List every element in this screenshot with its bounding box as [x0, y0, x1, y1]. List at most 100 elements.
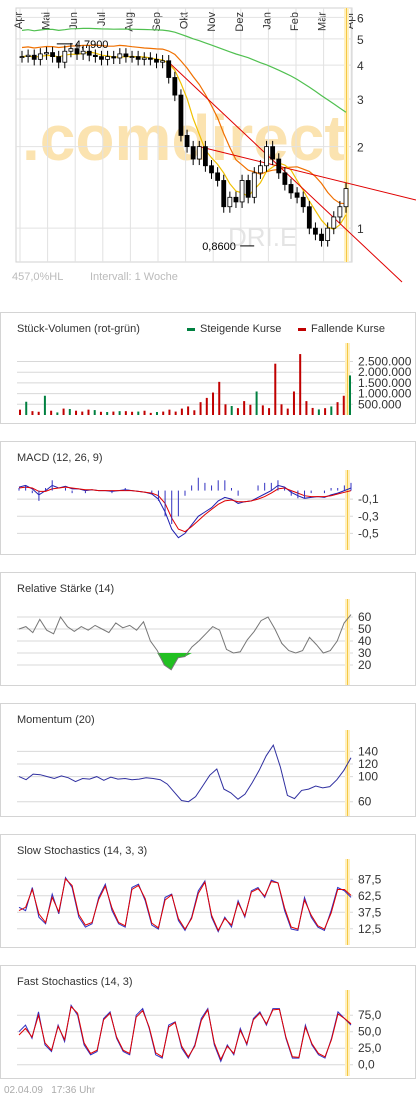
- volume-bar: [131, 411, 134, 415]
- candle: [300, 196, 306, 208]
- candle: [111, 56, 117, 59]
- fast-stoch-chart: 0,0 25,0 50,0 75,0: [17, 990, 382, 1076]
- volume-bar: [324, 408, 327, 415]
- fast-stoch-tick-label: 50,0: [358, 1025, 382, 1039]
- volume-tick-label: 2.000.000: [358, 365, 412, 379]
- volume-bar: [280, 404, 283, 415]
- month-label: Mai: [41, 12, 53, 30]
- volume-bar: [112, 411, 115, 415]
- volume-bar: [180, 408, 183, 415]
- volume-bar: [124, 411, 127, 415]
- rsi-oversold-fill: [19, 653, 351, 670]
- fast-stoch-line-1: [18, 1005, 352, 1061]
- volume-bar: [137, 411, 140, 415]
- price-panel: .comdirect DRI.E Apr Mai Jun Jul Aug Sep Okt Nov D…: [0, 0, 416, 292]
- volume-bar: [255, 391, 258, 415]
- volume-bar: [268, 408, 271, 415]
- slow-stoch-panel: 12,5 37,5 62,5 87,5 Slow Stochastics (14, 3…: [0, 834, 416, 948]
- candle: [129, 56, 135, 58]
- rsi-tick-label: 40: [358, 634, 372, 648]
- trend-line-resistance: [199, 146, 416, 201]
- macd-line-0: [18, 484, 352, 539]
- candle: [31, 54, 37, 60]
- fast-stoch-line-0: [18, 1003, 352, 1063]
- candle: [264, 146, 269, 167]
- rsi-tick-label: 50: [358, 622, 372, 636]
- price-tick-label: 5: [357, 33, 364, 47]
- volume-bar: [106, 412, 109, 415]
- slow-stoch-tick-label: 62,5: [358, 889, 382, 903]
- candle: [62, 50, 68, 63]
- month-label: Apr: [13, 12, 25, 29]
- slow-stoch-chart: 12,5 37,5 62,5 87,5: [17, 859, 382, 945]
- volume-bar: [236, 408, 239, 415]
- candle: [196, 146, 202, 160]
- month-label: Feb: [289, 12, 301, 31]
- slow-stoch-tick-label: 87,5: [358, 872, 382, 886]
- candle: [319, 233, 324, 241]
- footer-date: 02.04.09: [4, 1085, 43, 1096]
- candle: [19, 56, 25, 58]
- macd-title: MACD (12, 26, 9): [17, 452, 103, 464]
- candle: [215, 172, 221, 181]
- candle: [160, 60, 166, 63]
- volume-bar: [305, 401, 308, 415]
- macd-panel: -0,1 -0,3 -0,5 MACD (12, 26, 9): [0, 441, 416, 555]
- month-label: Jul: [96, 12, 108, 26]
- price-tick-label: 2: [357, 141, 364, 155]
- momentum-tick-label: 60: [358, 795, 372, 809]
- month-label: Mär: [317, 12, 329, 31]
- candle: [313, 227, 318, 235]
- slow-stoch-title: Slow Stochastics (14, 3, 3): [17, 845, 148, 857]
- fast-stoch-tick-label: 0,0: [358, 1058, 375, 1072]
- rsi-panel: 20 30 40 50 60 Relative Stärke (14): [0, 572, 416, 686]
- volume-bar: [230, 406, 233, 415]
- price-tick-label: 6: [357, 11, 364, 25]
- candle: [135, 56, 141, 60]
- legend-down-label: Fallende Kurse: [311, 323, 385, 335]
- candle: [37, 53, 43, 60]
- volume-tick-label: 1.000.000: [358, 387, 412, 401]
- volume-bar: [43, 395, 46, 415]
- candle: [270, 146, 276, 160]
- volume-bar: [99, 411, 102, 415]
- volume-bar: [174, 411, 177, 415]
- candle: [147, 57, 153, 60]
- momentum-tick-label: 100: [358, 770, 378, 784]
- legend-up: Steigende Kurse: [187, 323, 281, 335]
- candle: [44, 52, 49, 55]
- volume-bar: [37, 411, 40, 415]
- ma-short-line: [21, 51, 347, 230]
- candle: [154, 58, 159, 63]
- volume-panel: 500.000 1.000.000 1.500.000 2.000.000 2.500.…: [0, 312, 416, 424]
- momentum-title: Momentum (20): [17, 714, 95, 726]
- candle: [258, 165, 263, 174]
- volume-bar: [311, 407, 314, 415]
- candle: [117, 53, 123, 59]
- candle: [233, 196, 239, 203]
- legend-up-label: Steigende Kurse: [200, 323, 282, 335]
- watermark-text: .comdirect: [22, 102, 346, 174]
- volume-bar: [286, 408, 289, 415]
- footer-time: 17:36 Uhr: [51, 1085, 96, 1096]
- volume-bar: [168, 409, 171, 415]
- macd-line-1: [18, 486, 352, 533]
- candle: [325, 227, 331, 241]
- month-label: Jan: [261, 12, 273, 30]
- volume-bar: [75, 410, 78, 415]
- candle: [68, 48, 74, 52]
- volume-bar: [19, 409, 21, 415]
- momentum-tick-label: 140: [358, 744, 378, 758]
- candle: [343, 188, 349, 208]
- ma-mid-line: [21, 44, 347, 205]
- candle: [172, 77, 178, 96]
- volume-bar: [274, 363, 277, 415]
- volume-bar: [243, 401, 246, 415]
- candle: [99, 56, 104, 60]
- volume-title: Stück-Volumen (rot-grün): [17, 323, 140, 335]
- volume-bar: [261, 405, 264, 415]
- month-label: Sep: [151, 12, 163, 32]
- rsi-tick-label: 30: [358, 646, 372, 660]
- candle: [282, 172, 288, 185]
